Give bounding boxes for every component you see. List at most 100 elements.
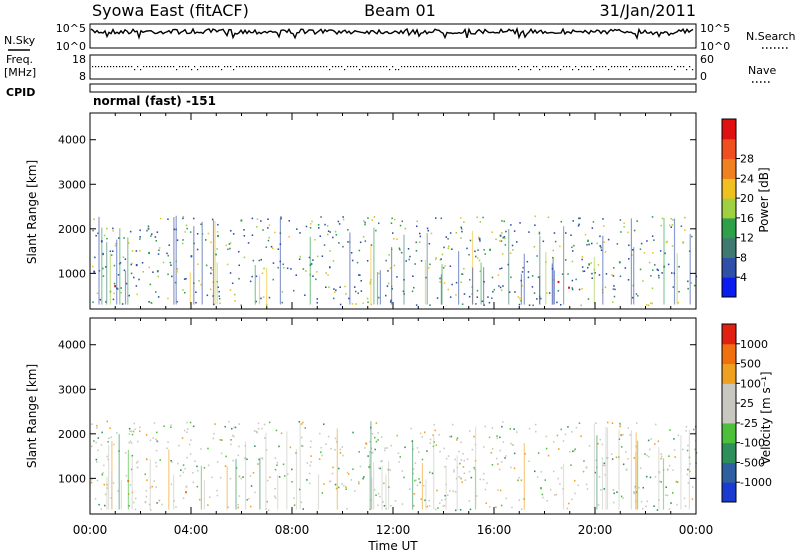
data-cell [139, 229, 141, 232]
data-cell [597, 442, 599, 445]
cpid-panel [89, 83, 697, 93]
data-cell [587, 239, 589, 242]
freq-dot [140, 69, 142, 71]
data-cell [677, 434, 680, 437]
data-cell [217, 286, 219, 288]
data-cell [238, 475, 241, 478]
data-cell [587, 266, 589, 269]
data-cell [456, 437, 459, 439]
data-cell [145, 458, 148, 460]
freq-dot [332, 66, 334, 68]
data-cell [483, 304, 485, 306]
data-cell [363, 220, 365, 222]
data-cell [560, 220, 562, 223]
data-cell [682, 241, 685, 244]
data-cell [654, 476, 657, 478]
data-cell [233, 426, 235, 429]
data-cell [163, 425, 165, 427]
data-cell [357, 292, 359, 294]
data-cell [552, 441, 555, 443]
data-cell [420, 260, 423, 262]
data-cell [91, 423, 93, 425]
data-cell [335, 487, 338, 490]
data-cell [618, 429, 620, 510]
data-cell [300, 423, 303, 425]
data-cell [621, 446, 623, 448]
data-cell [112, 250, 114, 252]
freq-unit: [MHz] [4, 66, 36, 79]
data-cell [567, 273, 569, 275]
data-cell [210, 267, 212, 269]
data-cell [542, 496, 544, 499]
freq-dot [350, 66, 352, 68]
freq-dot [137, 66, 139, 68]
data-cell [123, 269, 126, 272]
freq-dot [389, 69, 391, 71]
freq-dot [134, 69, 136, 71]
data-cell [114, 245, 117, 247]
data-cell [94, 256, 96, 259]
data-cell [124, 258, 127, 260]
data-cell [563, 226, 565, 305]
data-cell [305, 270, 307, 272]
data-cell [620, 231, 622, 233]
data-cell [216, 489, 218, 492]
data-cell [411, 290, 414, 293]
freq-dot [218, 66, 220, 68]
data-cell [613, 501, 615, 504]
data-cell [195, 291, 197, 293]
data-cell [533, 292, 536, 294]
colorbar-swatch [722, 442, 736, 463]
data-cell [687, 287, 689, 290]
freq-dot [668, 66, 670, 68]
freq-dot [125, 66, 127, 68]
data-cell [233, 435, 235, 438]
data-cell [138, 278, 140, 281]
data-cell [448, 435, 451, 438]
data-cell [552, 258, 554, 305]
data-cell [111, 471, 113, 510]
data-cell [310, 440, 312, 443]
data-cell [620, 495, 623, 498]
data-cell [444, 466, 446, 468]
freq-dot [485, 66, 487, 68]
data-cell [574, 479, 576, 482]
freq-dot [572, 69, 574, 71]
data-cell [611, 274, 613, 276]
freq-dot [236, 66, 238, 68]
data-cell [92, 301, 94, 303]
data-cell [454, 491, 457, 493]
data-cell [418, 451, 420, 453]
data-cell [129, 440, 132, 443]
data-cell [607, 421, 609, 424]
data-cell [200, 283, 202, 286]
data-cell [469, 239, 472, 242]
data-cell [376, 272, 379, 305]
data-cell [106, 420, 108, 423]
data-cell [326, 225, 329, 227]
nave-tick-top: 60 [700, 53, 714, 66]
data-cell [159, 217, 162, 220]
data-cell [315, 278, 317, 281]
data-cell [274, 497, 277, 499]
data-cell [194, 460, 196, 462]
data-cell [131, 250, 134, 252]
data-cell [169, 261, 172, 264]
data-cell [377, 439, 379, 441]
data-cell [433, 435, 435, 510]
data-cell [149, 283, 152, 286]
data-cell [672, 469, 674, 471]
data-cell [139, 430, 141, 433]
data-cell [540, 487, 542, 490]
data-cell [230, 439, 232, 441]
freq-dot [497, 66, 499, 68]
data-cell [128, 294, 130, 297]
data-cell [254, 445, 256, 447]
data-cell [203, 480, 205, 510]
freq-dot [317, 66, 319, 68]
data-cell [349, 232, 351, 305]
data-cell [329, 250, 331, 252]
data-cell [347, 229, 349, 231]
data-cell [497, 489, 499, 491]
